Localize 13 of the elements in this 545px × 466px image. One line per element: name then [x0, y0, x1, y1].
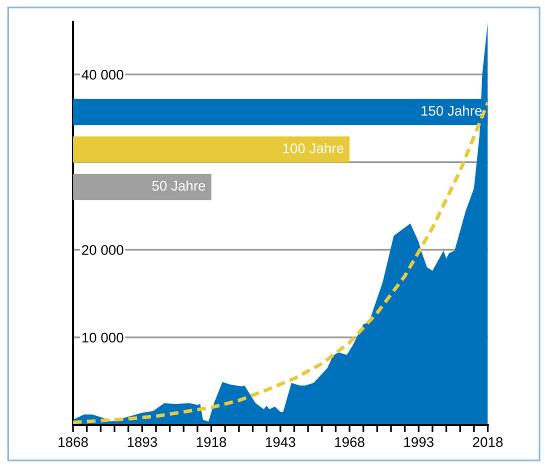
- y-tick-label: 20 000: [82, 245, 124, 255]
- y-tick-label: 40 000: [82, 70, 124, 80]
- x-tick-label: 1868: [58, 437, 88, 447]
- x-tick-label: 2018: [473, 437, 503, 447]
- band-label: 150 Jahre: [422, 106, 482, 116]
- x-tick-label: 1968: [335, 437, 364, 447]
- x-tick-label: 1918: [196, 437, 226, 447]
- band-label: 100 Jahre: [283, 143, 344, 154]
- y-tick-label: 10 000: [82, 332, 124, 343]
- x-tick-label: 1893: [128, 437, 157, 447]
- x-tick-label: 1943: [266, 437, 296, 447]
- band-label: 50 Jahre: [152, 180, 206, 191]
- x-tick-label: 1993: [404, 437, 434, 447]
